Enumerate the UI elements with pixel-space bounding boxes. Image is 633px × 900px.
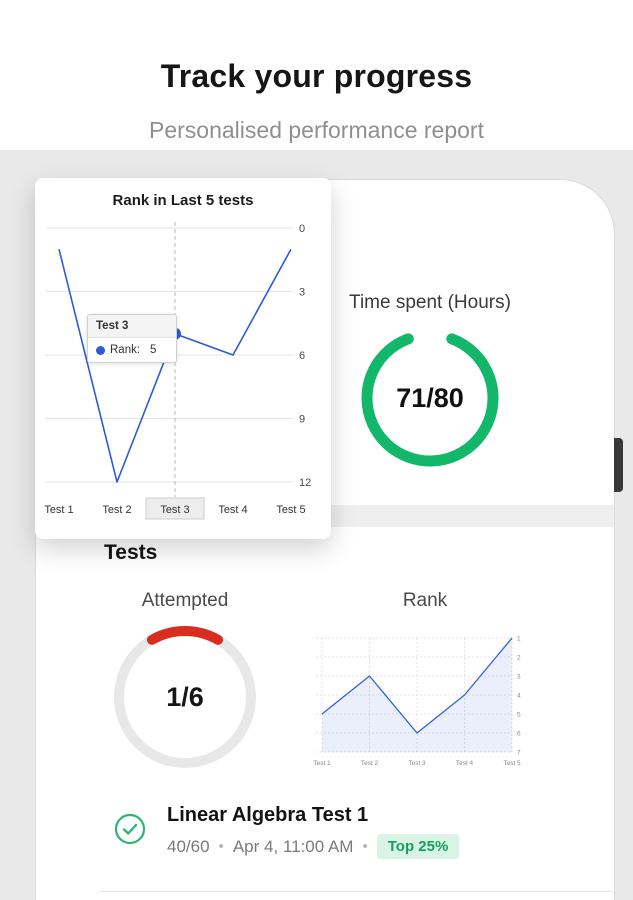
tooltip-value: 5: [150, 344, 157, 356]
test-datetime: Apr 4, 11:00 AM: [232, 836, 354, 856]
page-subtitle: Personalised performance report: [149, 117, 484, 143]
rank-popup-card: Rank in Last 5 tests 0 3 6 9 12 Test 1 Test 2 T…: [35, 178, 331, 539]
background: Time spent (Hours) 71/80 Tests Attempted…: [0, 150, 633, 900]
y-tick-label: 6: [299, 350, 305, 362]
attempted-donut: [114, 626, 256, 768]
time-spent-label: Time spent (Hours): [349, 292, 511, 313]
page-title: Track your progress: [160, 58, 473, 94]
x-axis-label[interactable]: Test 4: [218, 504, 247, 516]
chart-tooltip: Test 3 Rank: 5: [87, 314, 177, 363]
promo-header: Track your progress Personalised perform…: [0, 0, 633, 150]
tooltip-body: Rank: 5: [88, 338, 176, 362]
series-line: [321, 637, 513, 734]
list-divider: [100, 891, 612, 892]
y-tick-label: 7: [517, 749, 521, 756]
tooltip-label: Rank:: [110, 344, 141, 356]
rank-line-chart[interactable]: 0 3 6 9 12 Test 1 Test 2 Test 3 Test 4 Test 5: [43, 216, 325, 528]
x-axis-label: Test 2: [361, 760, 379, 767]
donut-progress-arc: [361, 329, 499, 467]
meta-separator-icon: •: [362, 838, 368, 855]
y-tick-label: 6: [517, 730, 521, 737]
y-tick-label: 3: [299, 286, 305, 298]
phone-side-button: [614, 438, 623, 492]
time-spent-donut: [361, 329, 499, 467]
attempted-value: 1/6: [166, 681, 204, 712]
popup-title: Rank in Last 5 tests: [112, 192, 254, 209]
rank-mini-chart[interactable]: 1 2 3 4 5 6 7 Test 1 Test 2 Test 3 Test 4 Test 5: [310, 628, 525, 773]
y-tick-label: 2: [517, 654, 521, 661]
x-axis-label: Test 4: [456, 760, 474, 767]
y-tick-label: 12: [299, 477, 311, 489]
y-tick-label: 9: [299, 413, 305, 425]
tooltip-title: Test 3: [88, 315, 176, 338]
x-axis-label[interactable]: Test 2: [102, 504, 131, 516]
y-tick-label: 5: [517, 711, 521, 718]
rank-label: Rank: [402, 590, 448, 611]
x-axis-label: Test 3: [408, 760, 426, 767]
test-score: 40/60: [167, 836, 210, 856]
top-percent-badge: Top 25%: [376, 834, 460, 859]
test-title: Linear Algebra Test 1: [167, 804, 369, 826]
x-axis-label: Test 5: [503, 760, 521, 767]
test-meta: 40/60 • Apr 4, 11:00 AM • Top 25%: [167, 834, 460, 859]
area-fill: [322, 638, 512, 752]
selected-x-label-box[interactable]: [145, 497, 205, 520]
donut-progress-arc: [114, 626, 256, 768]
x-axis-label[interactable]: Test 3: [160, 504, 189, 516]
meta-separator-icon: •: [218, 838, 224, 855]
y-tick-label: 1: [517, 635, 521, 642]
attempted-label: Attempted: [141, 590, 229, 611]
tests-heading: Tests: [104, 541, 158, 564]
test-list-item[interactable]: Linear Algebra Test 1 40/60 • Apr 4, 11:…: [96, 798, 576, 874]
y-tick-label: 0: [299, 223, 305, 235]
completed-check-icon: [114, 813, 146, 845]
x-axis-label: Test 1: [313, 760, 331, 767]
y-tick-label: 4: [517, 692, 521, 699]
x-axis-label[interactable]: Test 1: [44, 504, 73, 516]
time-spent-value: 71/80: [396, 382, 464, 413]
x-axis-label[interactable]: Test 5: [276, 504, 305, 516]
y-tick-label: 3: [517, 673, 521, 680]
series-dot-icon: [96, 345, 105, 355]
